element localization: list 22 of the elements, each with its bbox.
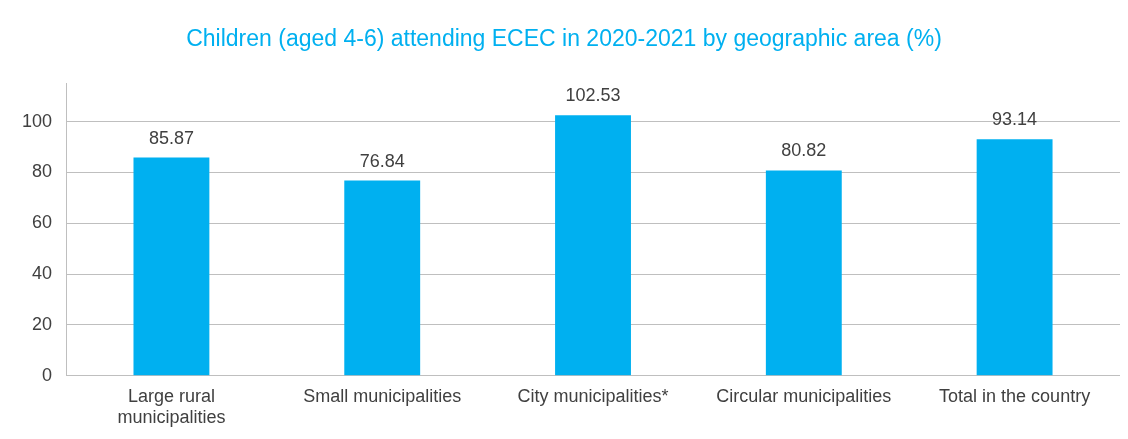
x-tick-label: Total in the country <box>939 385 1091 406</box>
y-tick-label: 60 <box>32 212 53 233</box>
bar <box>133 157 210 376</box>
bar <box>555 115 631 376</box>
data-label: 76.84 <box>359 150 405 171</box>
x-tick-label: Small municipalities <box>303 385 462 406</box>
y-tick-label: 80 <box>32 161 53 182</box>
bar <box>976 139 1053 376</box>
x-tick-label: Large rural municipalities <box>117 385 226 428</box>
data-label: 93.14 <box>992 109 1038 130</box>
data-label: 80.82 <box>781 140 827 161</box>
y-tick-label: 0 <box>42 364 53 385</box>
bar <box>765 170 842 376</box>
data-label: 102.53 <box>565 85 621 106</box>
x-tick-label: Circular municipalities <box>716 385 892 406</box>
x-tick-label: City municipalities* <box>517 385 669 406</box>
y-tick-label: 40 <box>32 263 53 284</box>
y-tick-label: 20 <box>32 313 53 334</box>
data-label: 85.87 <box>148 127 194 148</box>
y-tick-label: 100 <box>21 110 53 131</box>
bar <box>344 180 421 376</box>
chart-title: Children (aged 4-6) attending ECEC in 2020-2021 by geographic area (%) <box>186 25 942 52</box>
